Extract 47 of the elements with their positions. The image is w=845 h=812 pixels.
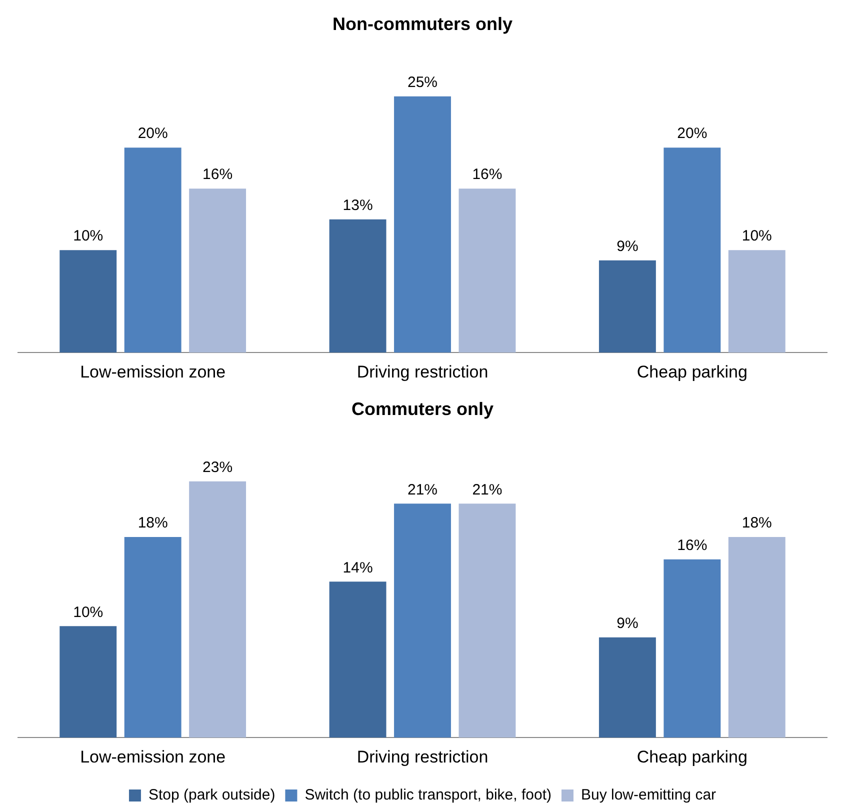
- bar: [598, 260, 656, 353]
- x-tick-label: Cheap parking: [636, 747, 748, 766]
- bar: [728, 250, 786, 353]
- bar: [664, 559, 721, 738]
- data-label: 16%: [677, 536, 708, 554]
- data-label: 18%: [138, 514, 168, 532]
- data-label: 16%: [472, 166, 502, 184]
- x-tick-label: Driving restriction: [356, 747, 488, 766]
- chart-title: Non-commuters only: [332, 14, 513, 34]
- data-label: 18%: [742, 514, 772, 532]
- data-label: 25%: [407, 74, 438, 91]
- data-label: 21%: [472, 481, 502, 498]
- data-label: 20%: [138, 125, 168, 142]
- bar: [394, 96, 451, 353]
- data-label: 23%: [202, 458, 233, 476]
- data-label: 13%: [342, 196, 373, 214]
- data-label: 21%: [407, 481, 438, 498]
- bar: [458, 504, 516, 738]
- bar: [664, 148, 721, 353]
- bar: [189, 188, 246, 353]
- chart-title: Commuters only: [351, 398, 494, 419]
- bar: [124, 537, 182, 738]
- bar: [728, 537, 786, 738]
- data-label: 9%: [616, 614, 638, 632]
- x-tick-label: Low-emission zone: [80, 747, 226, 766]
- bar: [60, 626, 117, 738]
- data-label: 14%: [342, 559, 373, 576]
- bar: [60, 250, 117, 353]
- data-label: 10%: [73, 228, 104, 245]
- bar: [458, 188, 516, 353]
- x-tick-label: Low-emission zone: [80, 362, 226, 382]
- legend-label: Stop (park outside): [148, 786, 276, 804]
- data-label: 10%: [73, 604, 104, 621]
- legend-label: Switch (to public transport, bike, foot): [304, 786, 552, 804]
- x-tick-label: Driving restriction: [356, 362, 488, 382]
- x-tick-label: Cheap parking: [636, 362, 748, 382]
- bar: [329, 582, 386, 738]
- bar: [394, 504, 451, 738]
- data-label: 9%: [616, 238, 638, 255]
- bar: [329, 219, 386, 353]
- bar: [124, 148, 182, 353]
- data-label: 20%: [677, 125, 708, 142]
- data-label: 16%: [202, 166, 233, 184]
- data-label: 10%: [742, 228, 772, 245]
- bar: [598, 637, 656, 738]
- legend-label: Buy low-emitting car: [580, 786, 716, 804]
- bar: [189, 481, 246, 738]
